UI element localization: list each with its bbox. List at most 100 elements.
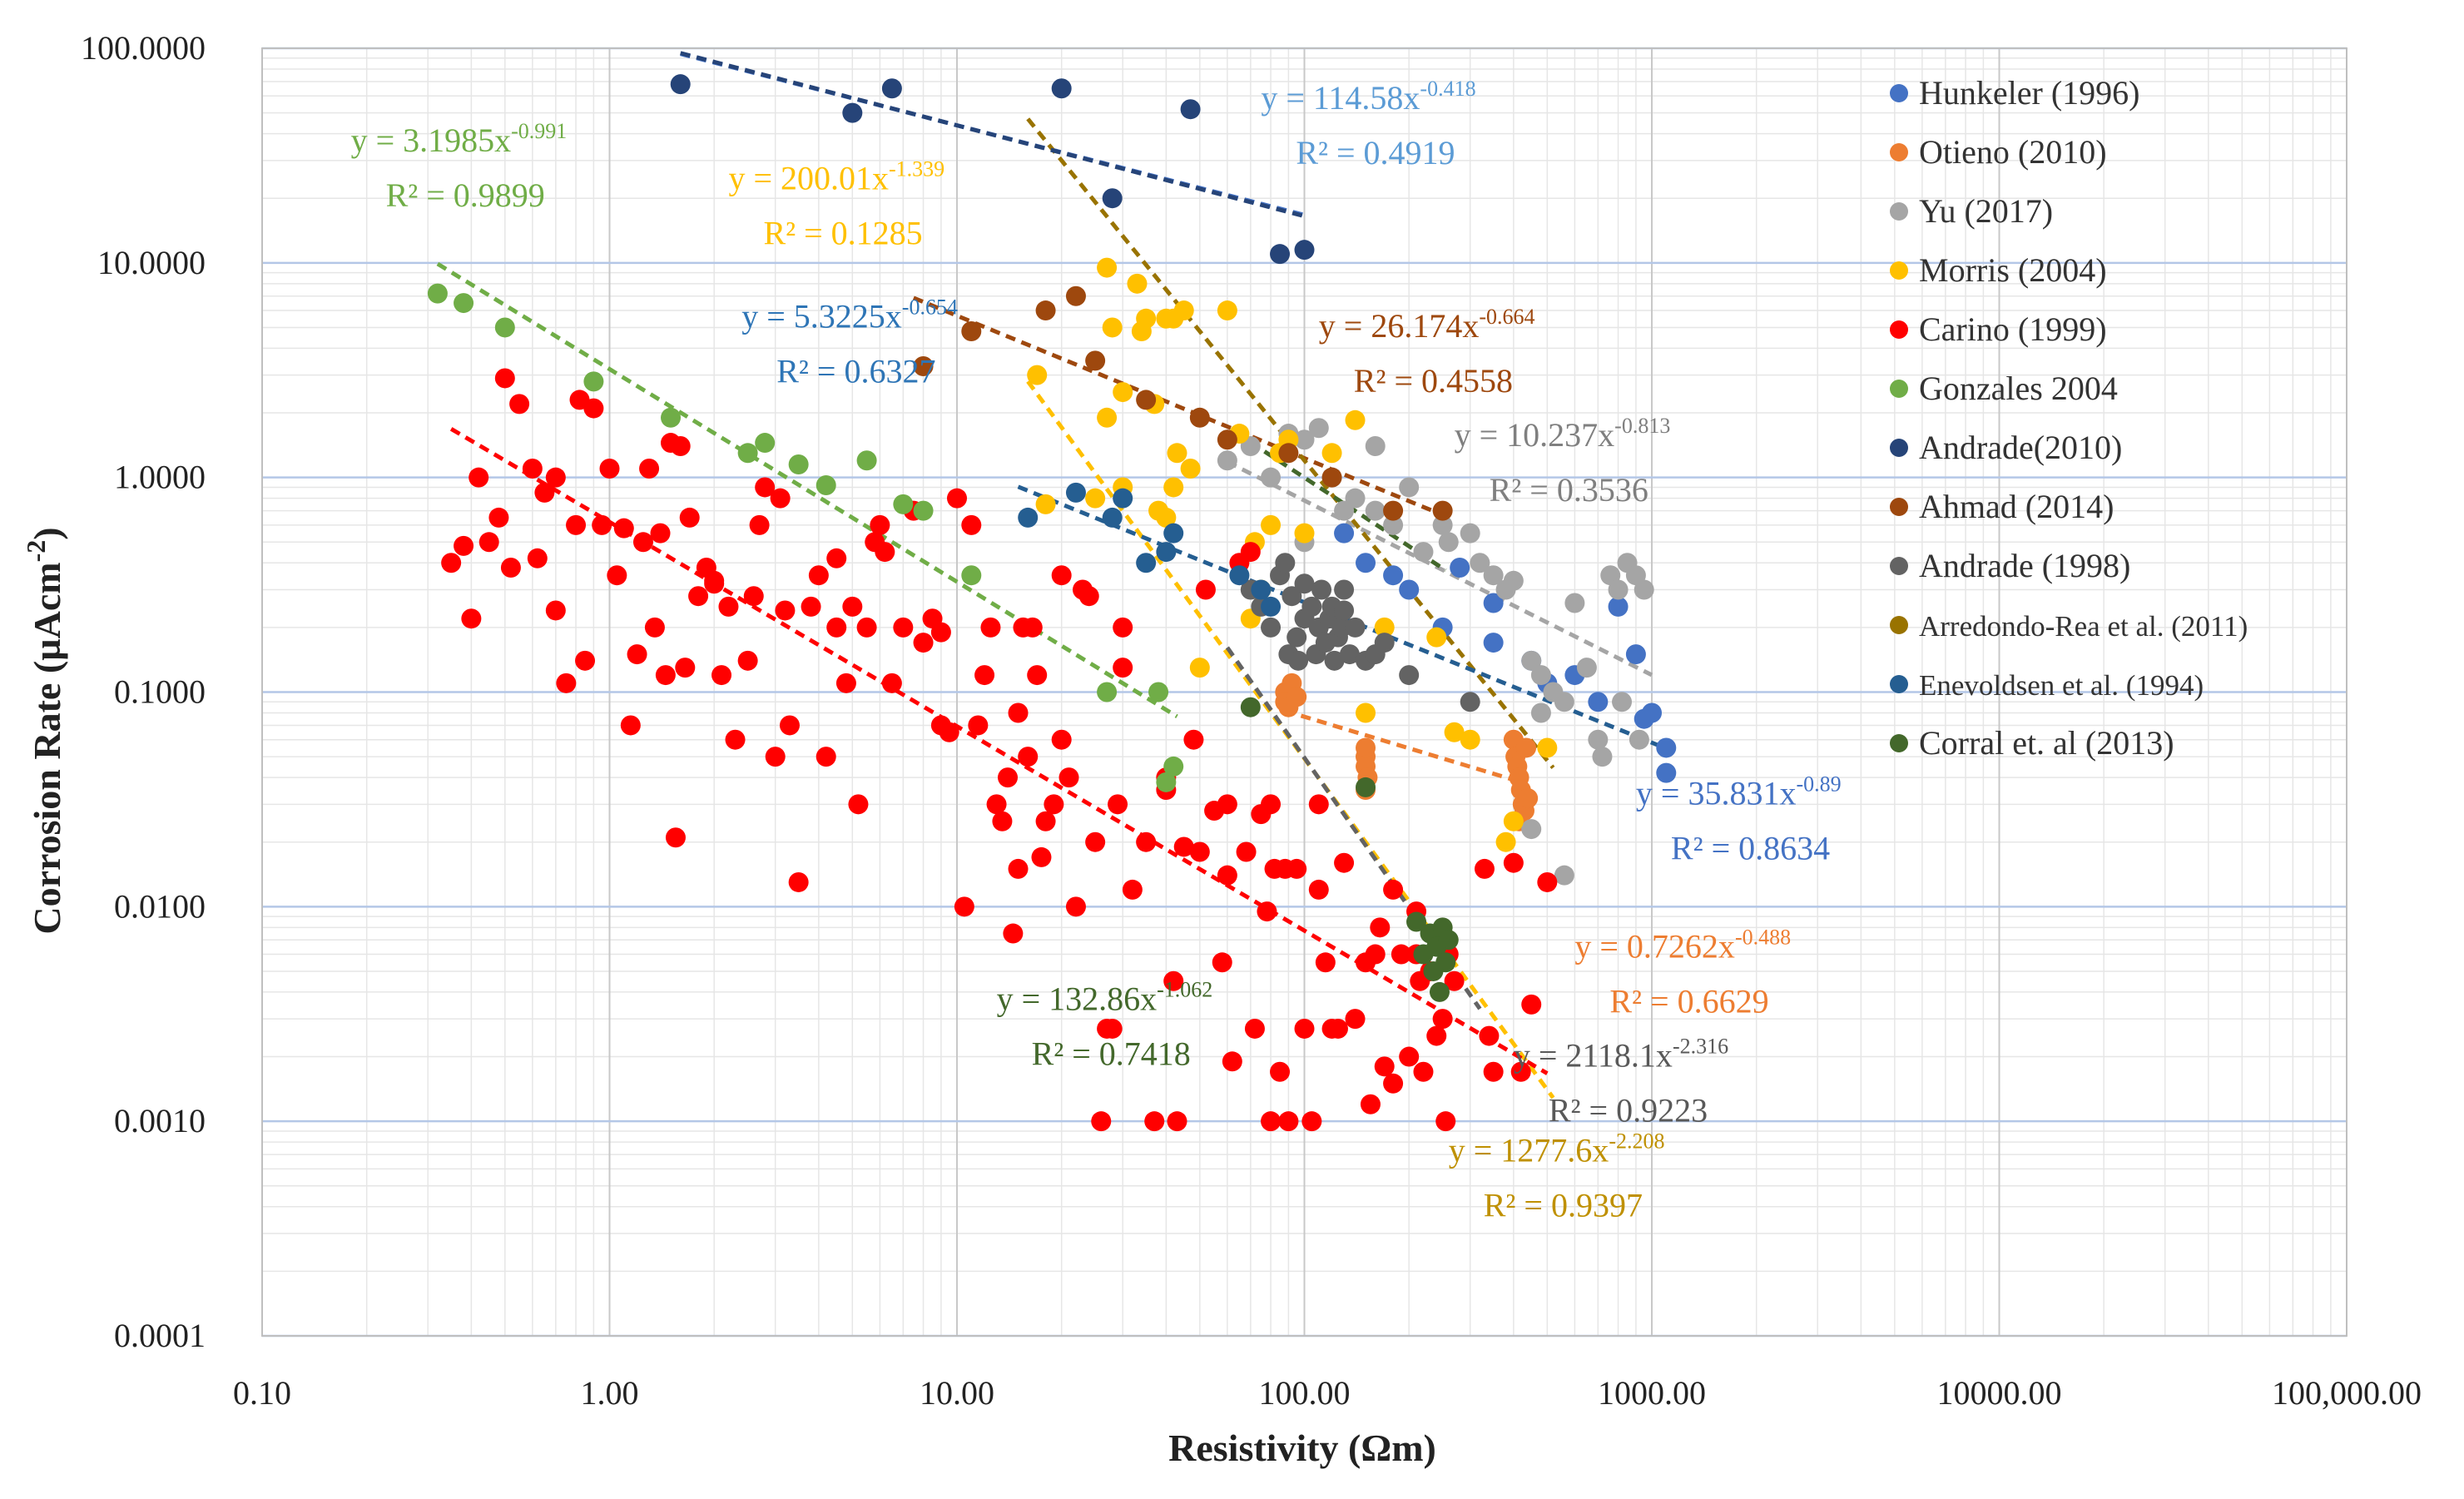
legend: Hunkeler (1996) Otieno (2010) Yu (2017) Mor…: [1890, 74, 2248, 762]
data-point: [1097, 257, 1118, 278]
legend-label: Ahmad (2014): [1919, 488, 2114, 525]
legend-marker: [1890, 143, 1908, 161]
data-point: [1035, 300, 1056, 321]
data-point: [1503, 811, 1524, 831]
legend-label: Arredondo-Rea et al. (2011): [1919, 610, 2248, 643]
data-point: [1097, 682, 1118, 702]
data-point: [1113, 617, 1133, 638]
data-point: [1503, 570, 1524, 591]
data-point: [650, 523, 671, 544]
equation-text: y = 200.01x: [728, 160, 889, 197]
data-point: [1102, 188, 1123, 209]
x-tick-label: 1000.00: [1598, 1374, 1706, 1412]
data-point: [1051, 78, 1072, 99]
data-point: [670, 74, 691, 95]
y-axis-title-sup: -2: [21, 540, 51, 563]
legend-marker: [1890, 439, 1908, 457]
equation-text: y = 114.58x: [1261, 79, 1420, 117]
y-tick-label: 10.0000: [97, 244, 206, 281]
data-point: [1495, 831, 1516, 852]
data-point: [1311, 579, 1332, 600]
data-point: [500, 558, 521, 578]
data-point: [1554, 692, 1574, 712]
data-point: [1413, 542, 1434, 563]
data-point: [1301, 1111, 1322, 1132]
data-point: [1173, 836, 1194, 857]
x-tick-label: 100.00: [1259, 1374, 1351, 1412]
equation-exponent: -0.813: [1614, 414, 1670, 438]
data-point: [961, 565, 982, 586]
equation-text: y = 35.831x: [1636, 774, 1797, 812]
data-point: [835, 673, 856, 693]
data-point: [1479, 1025, 1500, 1046]
r-squared-label: R² = 0.1285: [763, 215, 922, 252]
x-tick-label: 10.00: [920, 1374, 994, 1412]
data-point: [1383, 1073, 1404, 1094]
legend-label: Yu (2017): [1919, 192, 2053, 230]
equation-text: y = 26.174x: [1319, 307, 1480, 345]
x-tick-label: 100,000.00: [2272, 1374, 2422, 1412]
data-point: [1282, 586, 1302, 607]
data-point: [1321, 467, 1342, 488]
data-point: [998, 767, 1019, 788]
equation-text: y = 1277.6x: [1449, 1131, 1609, 1169]
data-point: [1217, 865, 1237, 886]
trendline-equation: y = 1277.6x-2.208: [1449, 1129, 1665, 1169]
data-point: [1018, 747, 1039, 767]
data-point: [1294, 429, 1315, 450]
data-point: [842, 102, 863, 123]
data-point: [1051, 565, 1072, 586]
equation-exponent: -0.991: [511, 119, 567, 143]
data-point: [826, 617, 847, 638]
data-point: [1483, 633, 1504, 653]
data-point: [1435, 1111, 1456, 1132]
data-point: [461, 608, 482, 629]
data-point: [1180, 99, 1201, 120]
data-point: [1065, 285, 1086, 306]
data-point: [1085, 488, 1106, 509]
data-point: [704, 570, 725, 591]
data-point: [913, 633, 934, 653]
data-point: [1189, 841, 1210, 862]
data-point: [881, 673, 902, 693]
data-point: [1345, 617, 1366, 638]
equation-text: y = 2118.1x: [1514, 1036, 1673, 1074]
data-point: [980, 617, 1001, 638]
data-point: [1275, 553, 1296, 573]
data-point: [1127, 273, 1148, 294]
x-tick-label: 0.10: [233, 1374, 291, 1412]
data-point: [1163, 756, 1184, 777]
x-axis-title: Resistivity (Ωm): [1168, 1427, 1436, 1469]
data-point: [1521, 650, 1542, 671]
data-point: [469, 467, 489, 488]
legend-marker: [1890, 616, 1908, 634]
data-point: [1460, 729, 1480, 750]
data-point: [848, 794, 869, 815]
data-point: [1294, 523, 1315, 544]
data-point: [808, 565, 829, 586]
data-point: [1261, 794, 1282, 815]
data-point: [1470, 553, 1490, 573]
trendline-equation: y = 35.831x-0.89: [1636, 772, 1842, 812]
data-point: [1163, 970, 1184, 991]
r-squared-label: R² = 0.9223: [1549, 1091, 1708, 1129]
data-point: [1018, 507, 1039, 528]
data-point: [1294, 240, 1315, 261]
data-point: [725, 729, 746, 750]
data-point: [1576, 658, 1597, 678]
data-point: [1167, 1111, 1187, 1132]
data-point: [1608, 596, 1629, 617]
data-point: [1521, 994, 1542, 1015]
data-point: [1278, 1111, 1299, 1132]
data-point: [583, 398, 604, 419]
data-point: [1537, 737, 1558, 758]
data-point: [711, 665, 732, 686]
y-tick-label: 0.0010: [114, 1102, 206, 1139]
data-point: [1334, 852, 1355, 873]
data-point: [632, 532, 653, 553]
data-point: [986, 794, 1007, 815]
data-point: [1483, 1061, 1504, 1082]
data-point: [1240, 542, 1261, 563]
trendline-equation: y = 0.7262x-0.488: [1574, 925, 1791, 965]
